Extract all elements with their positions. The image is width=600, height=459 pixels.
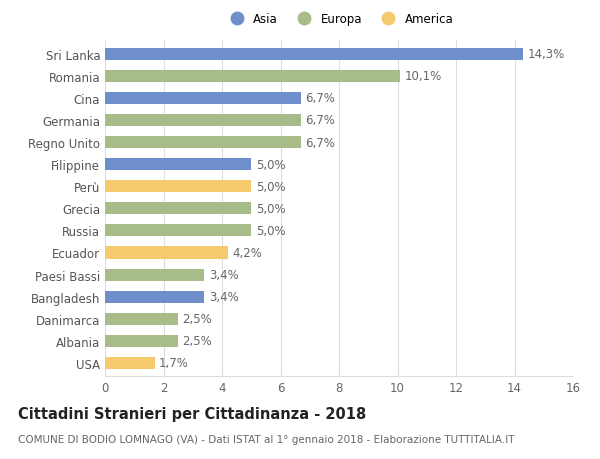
Text: 1,7%: 1,7% <box>159 357 189 369</box>
Bar <box>105 313 178 325</box>
Bar <box>105 269 205 281</box>
Text: 3,4%: 3,4% <box>209 269 239 281</box>
Bar <box>105 291 205 303</box>
Bar <box>105 357 155 369</box>
Bar <box>105 181 251 193</box>
Text: 2,5%: 2,5% <box>182 313 212 325</box>
Bar <box>105 247 228 259</box>
Bar <box>105 225 251 237</box>
Text: COMUNE DI BODIO LOMNAGO (VA) - Dati ISTAT al 1° gennaio 2018 - Elaborazione TUTT: COMUNE DI BODIO LOMNAGO (VA) - Dati ISTA… <box>18 434 515 444</box>
Bar <box>105 137 301 149</box>
Text: 5,0%: 5,0% <box>256 158 285 171</box>
Bar <box>105 71 400 83</box>
Text: 10,1%: 10,1% <box>405 70 442 83</box>
Text: Cittadini Stranieri per Cittadinanza - 2018: Cittadini Stranieri per Cittadinanza - 2… <box>18 406 366 421</box>
Bar <box>105 115 301 127</box>
Bar <box>105 335 178 347</box>
Text: 3,4%: 3,4% <box>209 291 239 303</box>
Bar <box>105 49 523 61</box>
Legend: Asia, Europa, America: Asia, Europa, America <box>220 9 458 31</box>
Text: 6,7%: 6,7% <box>305 114 335 127</box>
Text: 14,3%: 14,3% <box>527 48 565 61</box>
Text: 5,0%: 5,0% <box>256 180 285 193</box>
Bar <box>105 93 301 105</box>
Text: 6,7%: 6,7% <box>305 92 335 105</box>
Text: 5,0%: 5,0% <box>256 202 285 215</box>
Bar <box>105 203 251 215</box>
Bar <box>105 159 251 171</box>
Text: 2,5%: 2,5% <box>182 335 212 347</box>
Text: 6,7%: 6,7% <box>305 136 335 149</box>
Text: 5,0%: 5,0% <box>256 224 285 237</box>
Text: 4,2%: 4,2% <box>232 246 262 259</box>
